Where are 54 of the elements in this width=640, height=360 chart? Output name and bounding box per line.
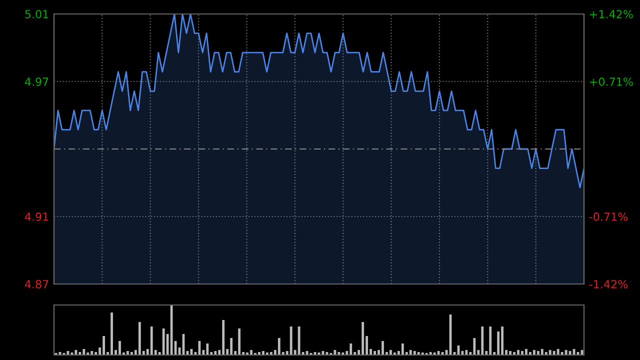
bar (556, 349, 560, 355)
bar (222, 320, 225, 355)
bar (552, 351, 556, 355)
bar (74, 350, 78, 355)
bar (517, 350, 520, 355)
bar (374, 351, 376, 355)
bar (509, 351, 512, 355)
bar (501, 326, 504, 355)
bar (298, 326, 300, 355)
bar (382, 341, 384, 355)
bar (290, 326, 292, 355)
y-tick-label: 4.97 (24, 77, 48, 86)
bar (409, 350, 412, 355)
bar (334, 350, 336, 355)
bar (262, 351, 264, 355)
bar (90, 351, 94, 355)
y2-tick-label: -0.71% (589, 212, 628, 221)
bar (230, 338, 233, 355)
y-tick-label: 4.91 (24, 212, 48, 221)
bar (214, 351, 217, 355)
bar (278, 338, 280, 355)
bar (102, 336, 106, 355)
bar (548, 350, 552, 355)
y2-tick-label: -1.42% (589, 280, 628, 288)
bar (521, 351, 524, 355)
bar (540, 349, 544, 355)
bar (238, 328, 240, 355)
bar (162, 328, 165, 355)
bar (481, 326, 484, 355)
bar (525, 349, 528, 355)
y-tick-label: 4.87 (24, 280, 48, 288)
bar (170, 305, 173, 355)
bar (110, 312, 113, 355)
bar (150, 326, 153, 355)
bar (206, 344, 209, 355)
bar (564, 350, 568, 355)
bar (532, 350, 536, 355)
bar (465, 350, 468, 355)
bar (138, 322, 141, 355)
bar (401, 344, 404, 355)
bar (390, 350, 392, 355)
y2-tick-label: +0.71% (590, 77, 633, 86)
y-tick-label: 5.01 (25, 10, 48, 18)
bar (473, 338, 476, 355)
bar (362, 322, 364, 355)
bar (250, 350, 252, 355)
bar (118, 341, 121, 355)
bar (82, 349, 86, 355)
bar (126, 351, 129, 355)
y2-tick-label: +1.42% (590, 10, 633, 18)
bar (350, 344, 352, 355)
bar (413, 351, 416, 355)
bar (536, 351, 540, 355)
bar (489, 326, 492, 355)
